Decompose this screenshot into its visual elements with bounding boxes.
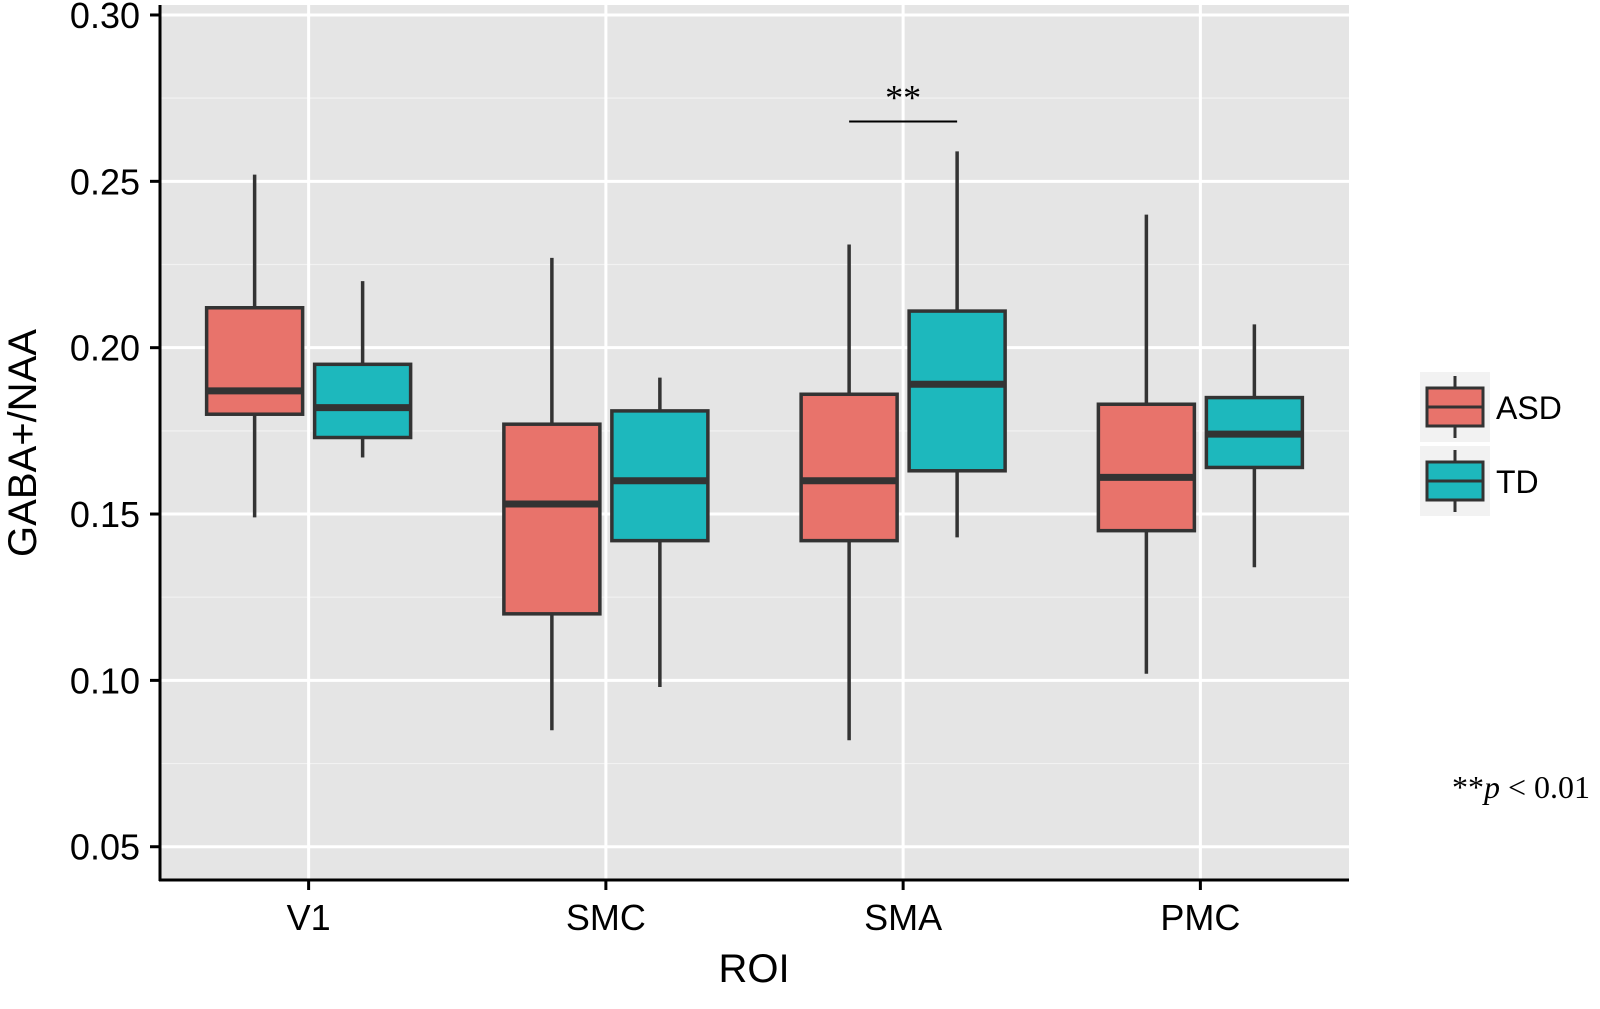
axes: 0.05 0.10 0.15 0.20 0.25 0.30 V1 SMC SMA PMC <box>70 0 1349 938</box>
significance-stars: ** <box>885 77 921 117</box>
box-td-smc <box>610 377 710 688</box>
legend-label: ASD <box>1496 390 1562 426</box>
legend-label: TD <box>1496 464 1539 500</box>
box-td-v1 <box>312 281 413 458</box>
box-body <box>204 306 305 416</box>
x-tick-label: PMC <box>1160 897 1240 938</box>
legend-item-td: TD <box>1420 446 1539 516</box>
legend-item-asd: ASD <box>1420 372 1562 442</box>
box-body <box>1096 402 1197 533</box>
box-td-pmc <box>1204 324 1305 568</box>
box-asd-sma <box>799 244 899 741</box>
y-axis-title: GABA+/NAA <box>1 329 45 557</box>
y-tick-label: 0.15 <box>70 494 140 535</box>
x-tick-label: SMC <box>566 897 646 938</box>
p-value-note-p: p <box>1482 769 1500 805</box>
box-body <box>502 422 602 616</box>
y-tick-label: 0.30 <box>70 0 140 36</box>
y-tick-label: 0.25 <box>70 161 140 202</box>
x-tick-label: V1 <box>287 897 331 938</box>
box-body <box>799 392 899 543</box>
p-value-note: **p < 0.01 <box>1452 769 1590 805</box>
legend: ASD TD <box>1420 372 1562 516</box>
x-axis-title: ROI <box>718 947 789 991</box>
box-asd-v1 <box>204 174 305 518</box>
box-td-sma <box>907 151 1007 538</box>
box-body <box>907 309 1007 473</box>
y-tick-label: 0.10 <box>70 660 140 701</box>
p-value-note-stars: ** <box>1452 769 1484 805</box>
box-body <box>312 362 413 440</box>
p-value-note-rest: < 0.01 <box>1500 769 1590 805</box>
boxes-layer <box>204 151 1305 741</box>
y-tick-label: 0.05 <box>70 827 140 868</box>
box-asd-pmc <box>1096 214 1197 674</box>
significance-annotation: ** <box>849 77 958 123</box>
x-tick-label: SMA <box>864 897 942 938</box>
box-body <box>610 409 710 543</box>
y-tick-label: 0.20 <box>70 328 140 369</box>
box-asd-smc <box>502 257 602 731</box>
